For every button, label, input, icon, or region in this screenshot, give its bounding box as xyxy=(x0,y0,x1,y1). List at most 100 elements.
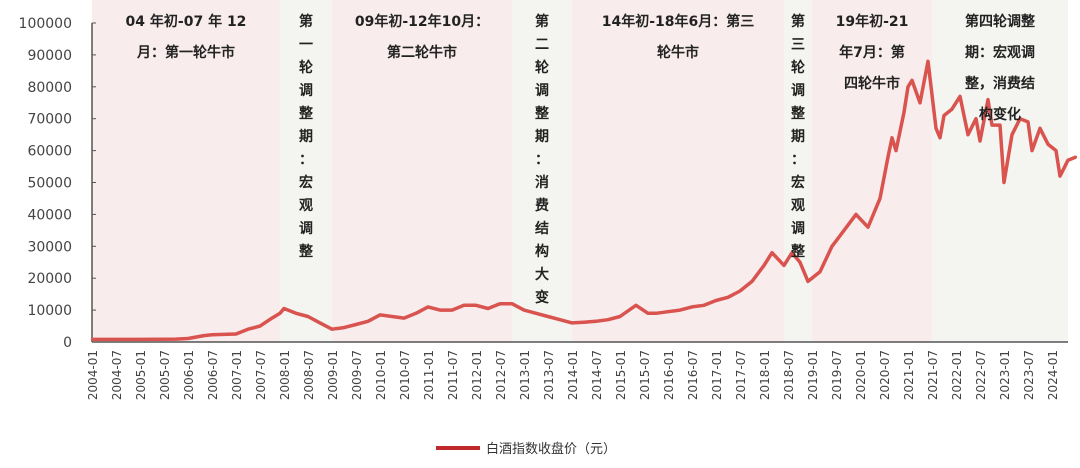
y-tick-label: 0 xyxy=(63,335,72,351)
y-tick-label: 40000 xyxy=(27,207,72,223)
x-tick-label: 2007-07 xyxy=(254,350,268,400)
legend-label: 白酒指数收盘价（元） xyxy=(486,441,616,457)
period-label-line: 大 xyxy=(535,266,549,283)
period-bands xyxy=(92,0,1068,342)
x-tick-label: 2008-01 xyxy=(278,350,292,400)
data-point xyxy=(438,308,442,312)
x-tick-label: 2019-07 xyxy=(830,350,844,400)
x-tick-label: 2016-01 xyxy=(662,350,676,400)
data-point xyxy=(378,313,382,317)
period-band-adjust xyxy=(512,0,572,342)
x-tick-label: 2021-07 xyxy=(926,350,940,400)
y-tick-label: 100000 xyxy=(19,16,72,32)
data-point xyxy=(294,312,298,315)
period-label-line: 期：宏观调 xyxy=(965,44,1035,61)
period-label-line: 构 xyxy=(535,243,549,260)
data-point xyxy=(558,318,562,321)
data-point xyxy=(1054,149,1058,152)
period-label-line: 第四轮调整 xyxy=(965,13,1036,30)
data-point xyxy=(646,312,650,315)
data-point xyxy=(990,123,994,127)
x-tick-label: 2006-01 xyxy=(182,350,196,400)
data-point xyxy=(270,316,274,320)
x-tick-label: 2017-07 xyxy=(734,350,748,400)
period-band-adjust xyxy=(932,0,1068,342)
period-label-line: 四轮牛市 xyxy=(844,75,900,92)
period-label-line: 整 xyxy=(298,243,314,260)
y-tick-label: 20000 xyxy=(27,271,72,287)
period-label-line: 整 xyxy=(790,243,806,260)
period-band-adjust xyxy=(784,0,812,342)
period-label-line: 结 xyxy=(535,220,549,237)
x-tick-label: 2009-07 xyxy=(350,350,364,400)
y-tick-label: 90000 xyxy=(27,48,72,64)
data-point xyxy=(594,320,598,323)
period-label-line: 调 xyxy=(791,221,805,237)
y-axis: 0 10000 20000 30000 40000 50000 60000 70000 8000… xyxy=(19,16,96,351)
x-tick-label: 2020-01 xyxy=(854,350,868,400)
x-tick-label: 2011-01 xyxy=(422,350,436,400)
period-band-adjust xyxy=(280,0,332,342)
data-point xyxy=(926,60,930,63)
data-point xyxy=(750,280,754,283)
data-point xyxy=(934,127,938,130)
data-point xyxy=(1038,127,1042,130)
x-tick-label: 2011-07 xyxy=(446,350,460,400)
data-point xyxy=(1066,158,1070,162)
legend: 白酒指数收盘价（元） xyxy=(436,441,616,457)
x-tick-label: 2004-01 xyxy=(86,350,100,400)
data-point xyxy=(806,280,810,283)
y-tick-label: 50000 xyxy=(27,176,72,192)
y-tick-label: 80000 xyxy=(27,80,72,96)
period-label-line: 一 xyxy=(299,37,313,53)
x-tick-label: 2004-07 xyxy=(110,350,124,400)
x-tick-label: 2020-07 xyxy=(878,350,892,400)
period-label-line: 观 xyxy=(791,198,805,214)
data-point xyxy=(462,304,466,307)
data-point xyxy=(678,308,682,312)
data-point xyxy=(726,296,730,299)
x-axis: 2004-01 2004-07 2005-01 2005-07 2006-01 2006-… xyxy=(86,341,1068,400)
data-point xyxy=(306,315,310,318)
data-point xyxy=(890,136,894,140)
y-tick-label: 70000 xyxy=(27,112,72,128)
period-label-line: 观 xyxy=(299,198,313,214)
data-point xyxy=(830,245,834,248)
x-tick-label: 2013-07 xyxy=(542,350,556,400)
data-point xyxy=(258,324,262,328)
data-point xyxy=(782,264,786,267)
period-band-bull xyxy=(812,0,932,342)
data-point xyxy=(854,213,858,216)
period-label-line: 调 xyxy=(791,83,805,99)
data-point xyxy=(498,302,502,305)
x-tick-label: 2015-07 xyxy=(638,350,652,400)
data-point xyxy=(790,251,794,254)
series-layer xyxy=(90,59,1078,342)
data-point xyxy=(1046,143,1050,146)
period-label-line: 轮 xyxy=(791,59,805,76)
data-point xyxy=(918,101,922,104)
x-tick-label: 2014-07 xyxy=(590,350,604,400)
data-point xyxy=(910,79,914,82)
data-point xyxy=(666,310,670,313)
data-point xyxy=(534,312,538,315)
x-tick-label: 2012-07 xyxy=(494,350,508,400)
data-point xyxy=(186,337,190,340)
x-tick-label: 2017-01 xyxy=(710,350,724,400)
x-tick-label: 2008-07 xyxy=(302,350,316,400)
data-point xyxy=(618,315,622,318)
data-point xyxy=(1074,155,1078,159)
period-label-line: 整 xyxy=(790,105,806,122)
data-point xyxy=(486,307,490,310)
data-point xyxy=(998,123,1002,127)
period-label-line: 调 xyxy=(299,83,313,99)
data-point xyxy=(986,98,990,101)
data-point xyxy=(690,305,694,309)
data-point xyxy=(938,136,942,140)
x-tick-label: 2023-01 xyxy=(998,350,1012,400)
x-tick-label: 2018-07 xyxy=(782,350,796,400)
period-label-line: 调 xyxy=(299,221,313,237)
data-point xyxy=(202,334,206,337)
data-point xyxy=(450,308,454,312)
